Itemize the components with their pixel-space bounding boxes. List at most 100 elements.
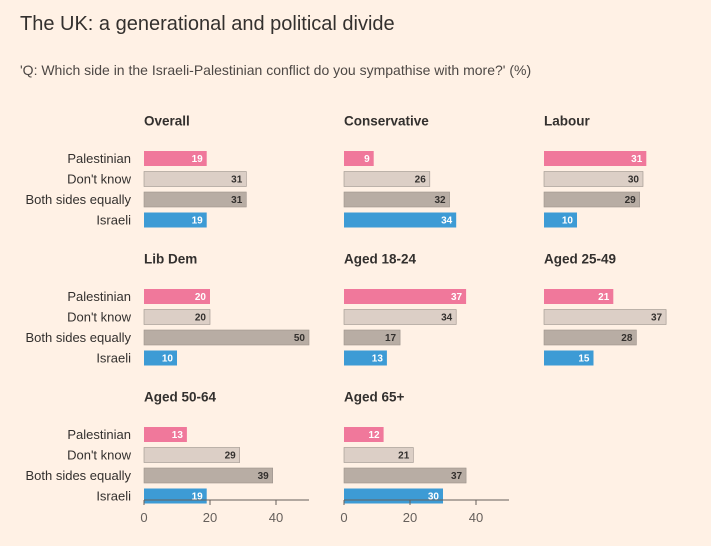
value-label: 9 bbox=[364, 154, 370, 165]
category-label-both-sides-equally: Both sides equally bbox=[25, 330, 131, 345]
value-label: 19 bbox=[192, 154, 204, 165]
value-label: 10 bbox=[162, 354, 174, 365]
value-label: 21 bbox=[398, 451, 410, 462]
value-label: 32 bbox=[434, 195, 446, 206]
category-label-don-t-know: Don't know bbox=[67, 448, 132, 463]
bar-palestinian bbox=[144, 151, 207, 166]
category-label-israeli: Israeli bbox=[96, 489, 131, 504]
value-label: 37 bbox=[651, 313, 663, 324]
bar-both-sides-equally bbox=[343, 191, 450, 208]
panel-aged-65: Aged 65+ 12 21 37 30 bbox=[343, 390, 467, 504]
bar-don-t-know bbox=[343, 309, 457, 325]
bar-don-t-know bbox=[143, 309, 211, 325]
panel-title: Aged 50-64 bbox=[144, 390, 217, 405]
bar-don-t-know bbox=[143, 447, 240, 463]
value-label: 15 bbox=[578, 354, 590, 365]
value-label: 30 bbox=[428, 492, 440, 503]
category-label-both-sides-equally: Both sides equally bbox=[25, 192, 131, 207]
value-label: 34 bbox=[441, 216, 453, 227]
chart-title: The UK: a generational and political div… bbox=[20, 13, 395, 35]
value-label: 31 bbox=[631, 154, 643, 165]
panel-aged-25-49: Aged 25-49 21 37 28 15 bbox=[543, 252, 667, 366]
bar-don-t-know bbox=[543, 309, 667, 325]
bar-israeli bbox=[544, 350, 594, 366]
value-label: 28 bbox=[621, 333, 633, 344]
value-label: 39 bbox=[258, 471, 270, 482]
value-label: 26 bbox=[415, 175, 427, 186]
value-label: 29 bbox=[225, 451, 237, 462]
value-label: 20 bbox=[195, 313, 207, 324]
bar-israeli bbox=[544, 212, 577, 228]
panel-title: Aged 65+ bbox=[344, 390, 405, 405]
category-label-israeli: Israeli bbox=[96, 213, 131, 228]
bar-palestinian bbox=[144, 427, 187, 442]
bar-palestinian bbox=[344, 151, 374, 166]
category-label-palestinian: Palestinian bbox=[67, 427, 131, 442]
bar-israeli bbox=[344, 350, 387, 366]
bar-palestinian bbox=[144, 289, 210, 304]
x-axis: 0 20 40 bbox=[340, 499, 509, 525]
x-tick-label: 20 bbox=[203, 510, 217, 525]
panel-conservative: Conservative 9 26 32 34 bbox=[343, 114, 457, 228]
category-label-both-sides-equally: Both sides equally bbox=[25, 468, 131, 483]
value-label: 30 bbox=[628, 175, 640, 186]
x-tick-label: 0 bbox=[140, 510, 147, 525]
chart-subtitle: 'Q: Which side in the Israeli-Palestinia… bbox=[20, 62, 531, 78]
value-label: 13 bbox=[172, 430, 184, 441]
x-tick-label: 0 bbox=[340, 510, 347, 525]
value-label: 34 bbox=[441, 313, 453, 324]
bar-palestinian bbox=[544, 151, 647, 166]
bar-don-t-know bbox=[343, 447, 414, 463]
panel-title: Aged 25-49 bbox=[544, 252, 616, 267]
category-label-don-t-know: Don't know bbox=[67, 172, 132, 187]
value-label: 12 bbox=[368, 430, 380, 441]
value-label: 10 bbox=[562, 216, 574, 227]
panel-title: Labour bbox=[544, 114, 590, 129]
bar-both-sides-equally bbox=[543, 329, 637, 346]
bar-both-sides-equally bbox=[143, 467, 273, 484]
value-label: 13 bbox=[372, 354, 384, 365]
panel-title: Lib Dem bbox=[144, 252, 197, 267]
bar-palestinian bbox=[544, 289, 614, 304]
panel-title: Aged 18-24 bbox=[344, 252, 417, 267]
value-label: 37 bbox=[451, 292, 463, 303]
value-label: 20 bbox=[195, 292, 207, 303]
bar-palestinian bbox=[344, 289, 467, 304]
value-label: 37 bbox=[451, 471, 463, 482]
category-label-israeli: Israeli bbox=[96, 351, 131, 366]
panel-title: Conservative bbox=[344, 114, 429, 129]
panel-labour: Labour 31 30 29 10 bbox=[543, 114, 647, 228]
chart-panels: Palestinian Don't know Both sides equally I… bbox=[25, 114, 667, 525]
bar-israeli bbox=[344, 212, 457, 228]
panel-overall: Overall 19 31 31 19 bbox=[143, 114, 247, 228]
bar-don-t-know bbox=[343, 171, 431, 187]
bar-both-sides-equally bbox=[343, 329, 401, 346]
bar-both-sides-equally bbox=[543, 191, 640, 208]
value-label: 19 bbox=[192, 492, 204, 503]
category-label-palestinian: Palestinian bbox=[67, 289, 131, 304]
value-label: 31 bbox=[231, 195, 243, 206]
bar-both-sides-equally bbox=[143, 191, 247, 208]
bar-palestinian bbox=[344, 427, 384, 442]
bar-both-sides-equally bbox=[343, 467, 467, 484]
bar-israeli bbox=[144, 212, 207, 228]
bar-don-t-know bbox=[143, 171, 247, 187]
category-label-palestinian: Palestinian bbox=[67, 151, 131, 166]
category-label-don-t-know: Don't know bbox=[67, 310, 132, 325]
value-label: 50 bbox=[294, 333, 306, 344]
bar-both-sides-equally bbox=[143, 329, 310, 346]
bar-israeli bbox=[144, 350, 177, 366]
value-label: 21 bbox=[598, 292, 610, 303]
x-tick-label: 20 bbox=[403, 510, 417, 525]
panel-title: Overall bbox=[144, 114, 190, 129]
x-tick-label: 40 bbox=[269, 510, 283, 525]
value-label: 17 bbox=[385, 333, 397, 344]
value-label: 19 bbox=[192, 216, 204, 227]
x-tick-label: 40 bbox=[469, 510, 483, 525]
bar-don-t-know bbox=[543, 171, 644, 187]
value-label: 31 bbox=[231, 175, 243, 186]
value-label: 29 bbox=[625, 195, 637, 206]
panel-aged-50-64: Aged 50-64 13 29 39 19 bbox=[143, 390, 273, 504]
